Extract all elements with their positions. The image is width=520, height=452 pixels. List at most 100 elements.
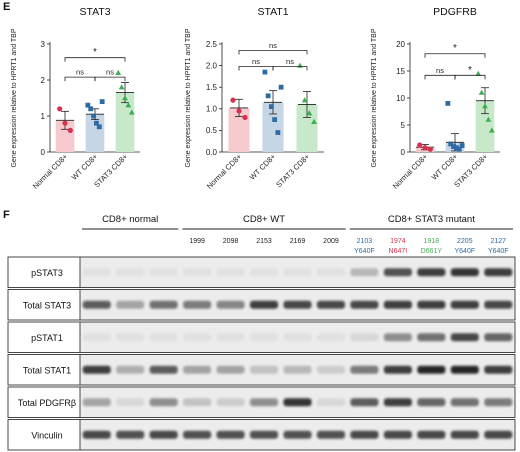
y-axis-label: Gene expression relative to HPRT1 and TB…: [371, 28, 378, 167]
blot-band: [149, 430, 178, 439]
data-point: [230, 97, 236, 103]
blot-row-label: pSTAT1: [31, 333, 63, 343]
bar: [475, 100, 495, 152]
blot-band: [383, 300, 412, 309]
x-tick-label: Normal CD8+: [31, 152, 70, 191]
blot-band: [283, 268, 312, 277]
western-blot: CD8+ normal CD8+ WT CD8+ STAT3 mutant 1999 2…: [7, 214, 516, 451]
blot-band: [484, 398, 513, 407]
stat3-bar-chart: STAT3 Gene expression relative to HPRT1 a…: [11, 6, 140, 191]
blot-band: [350, 430, 379, 439]
wt-sample-id: 2153: [256, 238, 272, 245]
blot-band: [116, 430, 145, 439]
data-point: [417, 142, 423, 148]
data-point: [265, 93, 271, 99]
chart-title: STAT1: [257, 6, 288, 18]
blot-band: [283, 365, 312, 374]
data-point: [475, 70, 482, 76]
blot-band: [183, 333, 212, 342]
blot-band: [183, 365, 212, 374]
significance-bracket: [94, 76, 126, 82]
blot-band: [450, 268, 479, 277]
blot-band: [450, 300, 479, 309]
data-point: [482, 103, 488, 109]
blot-band: [484, 268, 513, 277]
data-point: [301, 97, 308, 103]
data-point: [88, 106, 94, 112]
blot-band: [249, 398, 279, 407]
y-tick-label: 0.5: [206, 126, 218, 135]
blot-band: [383, 365, 412, 374]
data-point: [445, 101, 451, 106]
wt-sample-id: 2098: [223, 238, 239, 245]
data-point: [448, 141, 454, 147]
data-point: [454, 145, 459, 151]
mutant-sample-id: 1974: [390, 238, 406, 245]
blot-band: [149, 268, 178, 277]
mutant-mutation: D661Y: [421, 248, 443, 255]
data-point: [128, 109, 135, 115]
blot-band: [450, 365, 479, 374]
data-point: [275, 130, 281, 135]
significance-bracket: [272, 66, 308, 71]
data-point: [99, 99, 105, 104]
blot-group-header: CD8+ normal: [102, 214, 158, 225]
y-tick-label: 5: [401, 121, 406, 130]
significance-bracket: [454, 74, 486, 80]
blot-band: [82, 333, 111, 342]
data-point: [94, 120, 99, 126]
data-point: [118, 84, 125, 90]
blot-band: [350, 333, 379, 342]
blot-band: [116, 333, 145, 342]
blot-band: [283, 333, 312, 342]
data-point: [459, 143, 465, 148]
significance-label: ns: [106, 68, 114, 77]
data-point: [278, 84, 284, 90]
blot-band: [283, 398, 312, 407]
pdgfrb-bar-chart: PDGFRB Gene expression relative to HPRT1 …: [371, 6, 500, 191]
blot-band: [316, 300, 346, 309]
bar: [296, 104, 318, 152]
blot-band: [82, 300, 111, 309]
panel-e-label: E: [3, 1, 10, 13]
blot-band: [316, 333, 346, 342]
blot-band: [183, 268, 212, 277]
data-point: [115, 69, 122, 75]
blot-band: [450, 333, 479, 342]
blot-row-label: Total PDGFRβ: [18, 398, 76, 408]
blot-band: [316, 398, 346, 407]
blot-band: [149, 333, 178, 342]
blot-band: [350, 300, 379, 309]
significance-bracket: [424, 74, 456, 80]
y-tick-label: 1.5: [206, 83, 218, 92]
y-tick-label: 15: [396, 67, 405, 76]
y-tick-label: 3: [41, 40, 46, 49]
data-point: [91, 113, 96, 119]
data-point: [57, 106, 63, 112]
significance-bracket: [238, 50, 308, 55]
data-point: [272, 117, 278, 122]
y-tick-label: 1: [41, 112, 46, 121]
y-axis-label: Gene expression relative to HPRT1 and TB…: [185, 28, 192, 167]
significance-label: ns: [286, 57, 294, 66]
blot-band: [450, 430, 479, 439]
y-axis-label: Gene expression relative to HPRT1 and TB…: [11, 28, 18, 167]
data-point: [306, 110, 313, 116]
blot-band: [283, 300, 312, 309]
blot-band: [116, 365, 145, 374]
x-tick-label: Normal CD8+: [391, 152, 430, 191]
blot-band: [116, 300, 145, 309]
blot-band: [383, 430, 412, 439]
bar: [115, 92, 135, 152]
y-tick-label: 2: [41, 76, 46, 85]
blot-band: [316, 430, 346, 439]
blot-band: [82, 268, 111, 277]
mutant-mutation: Y640F: [354, 248, 375, 255]
data-point: [262, 69, 268, 75]
blot-group-header: CD8+ WT: [243, 214, 285, 225]
blot-band: [249, 430, 279, 439]
chart-title: STAT3: [79, 6, 110, 18]
data-point: [236, 108, 242, 114]
data-point: [96, 124, 102, 130]
blot-band: [216, 268, 245, 277]
